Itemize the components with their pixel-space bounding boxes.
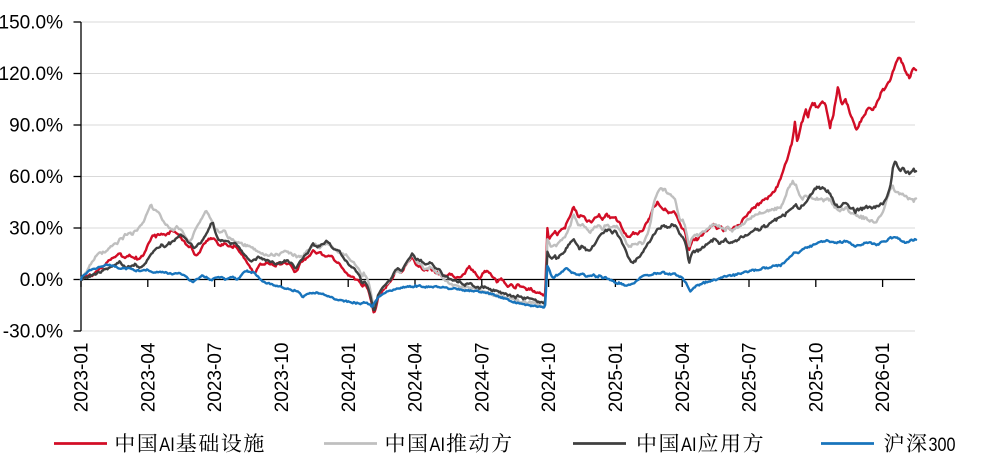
svg-text:2024-01: 2024-01 [339, 343, 360, 413]
svg-text:150.0%: 150.0% [0, 13, 63, 34]
svg-text:-30.0%: -30.0% [3, 322, 63, 343]
svg-text:120.0%: 120.0% [0, 64, 63, 85]
svg-text:60.0%: 60.0% [9, 167, 63, 188]
svg-text:2024-10: 2024-10 [539, 343, 560, 413]
svg-text:2025-07: 2025-07 [740, 343, 761, 413]
svg-text:2023-01: 2023-01 [72, 343, 93, 413]
svg-text:0.0%: 0.0% [20, 270, 63, 291]
svg-text:2023-04: 2023-04 [139, 342, 160, 412]
svg-text:2025-04: 2025-04 [673, 342, 694, 412]
svg-text:2025-10: 2025-10 [806, 343, 827, 413]
svg-text:300: 300 [929, 435, 956, 456]
svg-text:AI: AI [681, 435, 697, 456]
svg-text:2023-07: 2023-07 [205, 343, 226, 413]
svg-text:2026-01: 2026-01 [873, 343, 894, 413]
svg-text:2023-10: 2023-10 [272, 343, 293, 413]
svg-text:90.0%: 90.0% [9, 116, 63, 137]
svg-text:2024-04: 2024-04 [406, 342, 427, 412]
svg-text:2024-07: 2024-07 [472, 343, 493, 413]
svg-text:30.0%: 30.0% [9, 219, 63, 240]
svg-text:AI: AI [159, 435, 175, 456]
svg-text:AI: AI [430, 435, 446, 456]
svg-text:2025-01: 2025-01 [606, 343, 627, 413]
